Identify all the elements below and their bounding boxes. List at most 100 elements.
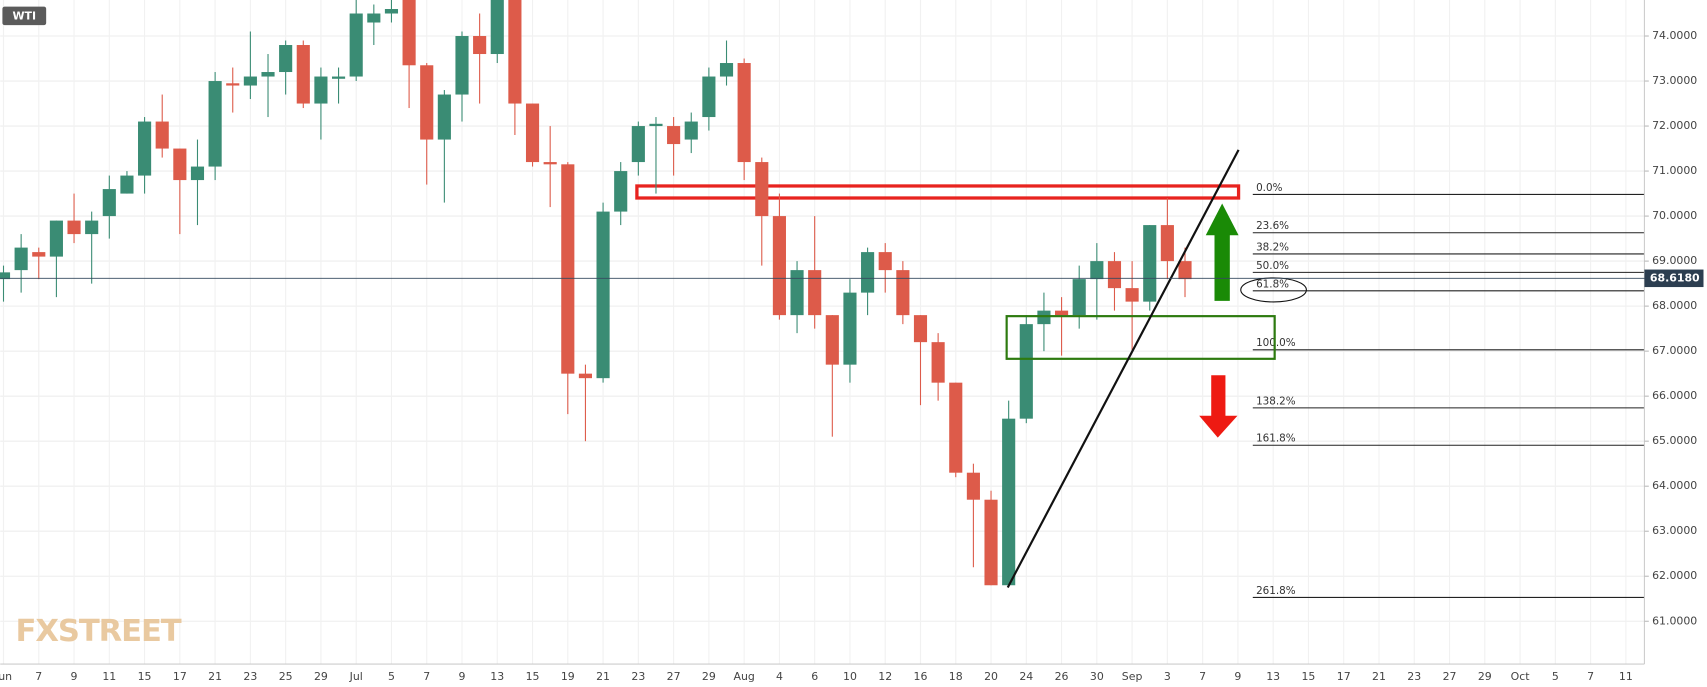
x-tick-label: 30 <box>1090 670 1104 683</box>
candle-body <box>896 270 910 316</box>
x-tick-label: 4 <box>776 670 783 683</box>
x-tick-label: 27 <box>1443 670 1457 683</box>
y-tick-label: 72.0000 <box>1652 119 1697 132</box>
x-tick-label: 16 <box>914 670 928 683</box>
y-tick-label: 74.0000 <box>1652 29 1697 42</box>
x-tick-label: 5 <box>1552 670 1559 683</box>
candle-body <box>861 252 875 293</box>
x-tick-label: 11 <box>1619 670 1633 683</box>
x-tick-label: 15 <box>526 670 540 683</box>
highlight-ellipse <box>1240 277 1307 303</box>
candle-body <box>596 211 610 379</box>
candle-body <box>314 76 328 104</box>
fib-label: 23.6% <box>1256 220 1289 232</box>
x-tick-label: 15 <box>138 670 152 683</box>
candle-body <box>155 121 169 149</box>
candle-body <box>790 270 804 316</box>
x-tick-label: 26 <box>1055 670 1069 683</box>
y-tick-label: 73.0000 <box>1652 74 1697 87</box>
x-tick-label: 23 <box>1407 670 1421 683</box>
y-tick-label: 67.0000 <box>1652 344 1697 357</box>
x-tick-label: Oct <box>1511 670 1531 683</box>
x-tick-label: 23 <box>243 670 257 683</box>
candle-body <box>349 13 363 77</box>
y-tick-label: 68.0000 <box>1652 299 1697 312</box>
x-tick-label: 7 <box>1199 670 1206 683</box>
candle-body <box>331 76 346 79</box>
x-tick-label: 7 <box>423 670 430 683</box>
x-tick-label: 17 <box>1337 670 1351 683</box>
candle-body <box>190 166 205 181</box>
watermark: FXSTREET <box>16 614 182 649</box>
candle-body <box>614 171 628 212</box>
candle-body <box>719 63 734 77</box>
candle-body <box>684 121 698 140</box>
x-tick-label: 12 <box>878 670 892 683</box>
candle-body <box>825 315 839 365</box>
candle-body <box>402 0 416 66</box>
x-tick-label: 21 <box>208 670 222 683</box>
candle-body <box>455 36 469 95</box>
x-tick-label: Aug <box>733 670 754 683</box>
candle-body <box>966 472 980 500</box>
y-tick-label: 69.0000 <box>1652 254 1697 267</box>
x-tick-label: 25 <box>279 670 293 683</box>
candle-body <box>1143 225 1157 302</box>
candle-body <box>878 252 892 271</box>
fib-label: 38.2% <box>1256 241 1289 253</box>
fib-label: 100.0% <box>1256 337 1296 349</box>
candle-body <box>1055 310 1069 316</box>
last-price-label: 68.6180 <box>1650 271 1700 284</box>
candle-body <box>1019 324 1033 419</box>
candle-body <box>473 36 487 55</box>
x-tick-label: 17 <box>173 670 187 683</box>
x-tick-label: 23 <box>631 670 645 683</box>
candle-body <box>226 83 240 86</box>
candle-body <box>120 175 134 194</box>
candle-body <box>85 220 99 235</box>
candle-body <box>1002 418 1016 586</box>
candle-body <box>1107 261 1122 289</box>
candle-body <box>1160 225 1174 262</box>
up-arrow <box>1205 203 1239 301</box>
candle-body <box>667 126 681 145</box>
fib-levels: 0.0% 23.6% 38.2% 50.0% 61.8% 100.0% 138.2% 161.… <box>1252 182 1645 598</box>
fib-label: 61.8% <box>1256 278 1289 290</box>
candle-body <box>649 123 663 127</box>
y-tick-label: 65.0000 <box>1652 434 1697 447</box>
x-tick-label: 9 <box>1234 670 1241 683</box>
axes: 61.0000 62.0000 63.0000 64.0000 65.0000 66.00… <box>0 29 1704 683</box>
candle-body <box>279 45 293 73</box>
x-tick-label: Jun <box>0 670 12 683</box>
candle-body <box>913 315 928 343</box>
x-tick-label: 9 <box>71 670 78 683</box>
resistance-zone <box>635 184 1241 200</box>
candle-body <box>367 13 381 23</box>
x-tick-label: 20 <box>984 670 998 683</box>
x-tick-label: 3 <box>1164 670 1171 683</box>
x-tick-label: 19 <box>561 670 575 683</box>
fib-label: 0.0% <box>1256 182 1282 194</box>
candle-body <box>102 189 116 217</box>
grid <box>0 0 1645 665</box>
candle-body <box>543 162 557 165</box>
y-tick-label: 66.0000 <box>1652 389 1697 402</box>
candle-body <box>1072 279 1086 316</box>
support-zone <box>1005 315 1276 360</box>
candle-body <box>949 382 963 473</box>
candle-body <box>490 0 504 55</box>
candle-body <box>931 342 945 383</box>
candle-body <box>384 9 399 14</box>
candle-body <box>67 220 81 235</box>
x-tick-label: Sep <box>1122 670 1143 683</box>
candle-body <box>561 164 575 374</box>
chart-title: WTI <box>13 9 37 22</box>
candle-body <box>173 148 187 181</box>
fib-label: 161.8% <box>1256 433 1296 445</box>
x-tick-label: 29 <box>702 670 716 683</box>
last-price-box <box>1644 269 1704 288</box>
title-box <box>2 6 47 26</box>
candle-body <box>1125 288 1139 302</box>
y-tick-label: 61.0000 <box>1652 614 1697 627</box>
